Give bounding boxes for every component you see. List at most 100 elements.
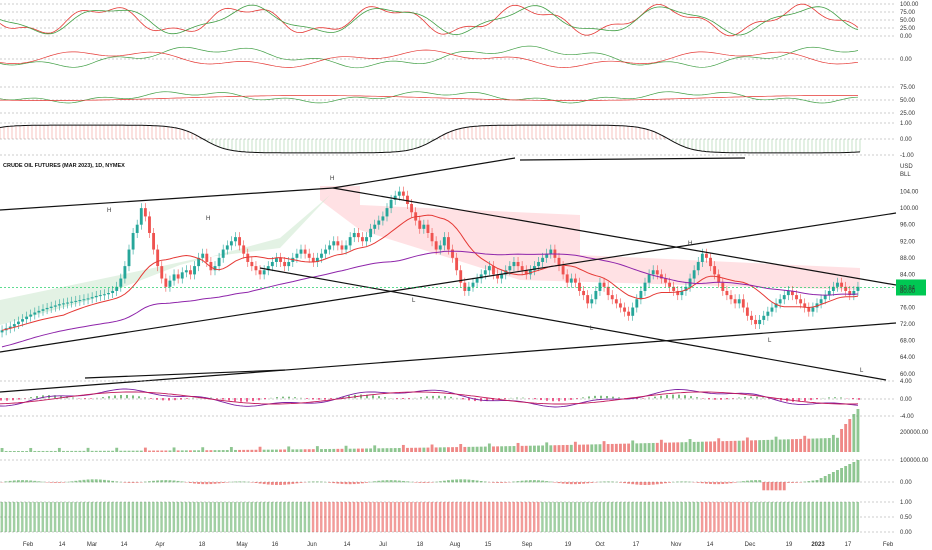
vdelta-bar bbox=[401, 480, 405, 483]
vdelta-bar bbox=[135, 482, 139, 483]
volume-bar bbox=[107, 450, 110, 452]
vdelta-bar bbox=[311, 481, 315, 483]
candle-body bbox=[799, 299, 803, 304]
candle-body bbox=[45, 307, 49, 310]
macd-histogram-bar bbox=[504, 398, 506, 399]
volume-bar bbox=[258, 446, 262, 452]
vdelta-bar bbox=[78, 480, 82, 483]
volume-bar bbox=[160, 450, 164, 452]
bias-bar bbox=[242, 502, 245, 532]
macd-tick-label: 0.00 bbox=[900, 397, 912, 403]
candle-body bbox=[270, 261, 274, 267]
bias-bar bbox=[659, 502, 663, 532]
vdelta-bar bbox=[500, 482, 504, 483]
volume-bar bbox=[815, 438, 819, 452]
macd-histogram-bar bbox=[774, 398, 776, 400]
volume-bar bbox=[4, 450, 8, 452]
macd-histogram-bar bbox=[804, 398, 806, 402]
bias-bar bbox=[709, 502, 712, 532]
volume-bar bbox=[70, 450, 74, 452]
macd-histogram-bar bbox=[18, 398, 20, 400]
vdelta-bar bbox=[492, 482, 495, 483]
candle-body bbox=[172, 274, 176, 281]
bias-bar bbox=[53, 502, 57, 532]
volume-bar bbox=[82, 450, 86, 452]
volume-bar bbox=[766, 439, 770, 452]
macd-histogram-bar bbox=[438, 395, 440, 399]
bias-bar bbox=[684, 502, 687, 532]
vdelta-bar bbox=[516, 481, 520, 483]
vdelta-bar bbox=[565, 482, 569, 484]
candle-body bbox=[274, 257, 278, 262]
vdelta-bar bbox=[745, 480, 749, 483]
candle-body bbox=[537, 261, 540, 267]
volume-bar bbox=[573, 441, 577, 452]
candle-body bbox=[811, 307, 815, 312]
bias-bar bbox=[25, 502, 28, 532]
volume-bar bbox=[504, 446, 508, 452]
volume-bar bbox=[602, 441, 606, 452]
vdelta-bar bbox=[655, 482, 659, 485]
candle-body bbox=[70, 301, 74, 303]
volume-bar bbox=[348, 448, 352, 452]
bias-bar bbox=[586, 502, 589, 532]
candle-body bbox=[164, 278, 168, 287]
volume-panel: 200000.00 bbox=[0, 409, 929, 452]
bias-bar bbox=[234, 502, 237, 532]
vdelta-bar bbox=[741, 481, 745, 483]
candle-body bbox=[127, 249, 131, 267]
vdelta-bar bbox=[602, 481, 606, 483]
volume-bar bbox=[545, 442, 549, 452]
candle-body bbox=[234, 237, 237, 242]
candle-body bbox=[229, 241, 233, 246]
candle-body bbox=[123, 266, 127, 279]
vdelta-bar bbox=[168, 480, 172, 483]
bias-bar bbox=[45, 502, 49, 532]
volume-bar bbox=[680, 442, 684, 452]
volume-bar bbox=[803, 435, 807, 452]
bias-bar bbox=[713, 502, 716, 532]
volume-bar bbox=[111, 450, 115, 452]
bias-bar bbox=[184, 502, 188, 532]
volume-bar bbox=[729, 440, 733, 452]
volume-bar bbox=[25, 450, 29, 452]
pattern-annotation: H bbox=[330, 176, 334, 182]
macd-histogram-bar bbox=[678, 394, 680, 399]
volume-bar bbox=[606, 444, 610, 452]
bias-tick-label: 0.50 bbox=[900, 515, 912, 521]
vdelta-bar bbox=[29, 480, 33, 483]
vdelta-bar bbox=[537, 480, 540, 483]
volume-bar bbox=[446, 447, 450, 452]
volume-bar bbox=[795, 439, 798, 452]
price-tick-label: 96.00 bbox=[900, 223, 916, 229]
bias-bar bbox=[119, 502, 122, 532]
volume-bar bbox=[184, 450, 188, 452]
volume-bar bbox=[639, 443, 643, 452]
vdelta-bar bbox=[729, 482, 733, 484]
macd-histogram-bar bbox=[696, 397, 698, 399]
candle-body bbox=[680, 290, 684, 296]
candle-body bbox=[451, 249, 454, 258]
volume-bar bbox=[627, 443, 631, 452]
macd-histogram-bar bbox=[426, 396, 428, 399]
candle-body bbox=[848, 290, 852, 296]
candle-body bbox=[492, 266, 495, 275]
vdelta-bar bbox=[754, 480, 758, 483]
volume-bar bbox=[115, 447, 119, 452]
macd-histogram-bar bbox=[744, 396, 746, 399]
bias-bar bbox=[668, 502, 671, 532]
macd-histogram-bar bbox=[42, 395, 44, 399]
vdelta-bar bbox=[811, 480, 815, 483]
candle-body bbox=[311, 257, 315, 262]
x-tick-label: May bbox=[236, 542, 247, 548]
volume-bar bbox=[373, 445, 377, 452]
vdelta-bar bbox=[446, 480, 450, 483]
pattern-annotation: L bbox=[412, 298, 416, 304]
candle-body bbox=[565, 274, 569, 283]
bias-bar bbox=[770, 502, 773, 532]
bias-bar bbox=[745, 502, 749, 532]
vdelta-bar bbox=[815, 480, 819, 483]
bias-bar bbox=[340, 502, 343, 532]
volume-bar bbox=[762, 440, 766, 452]
candle-body bbox=[344, 245, 348, 250]
